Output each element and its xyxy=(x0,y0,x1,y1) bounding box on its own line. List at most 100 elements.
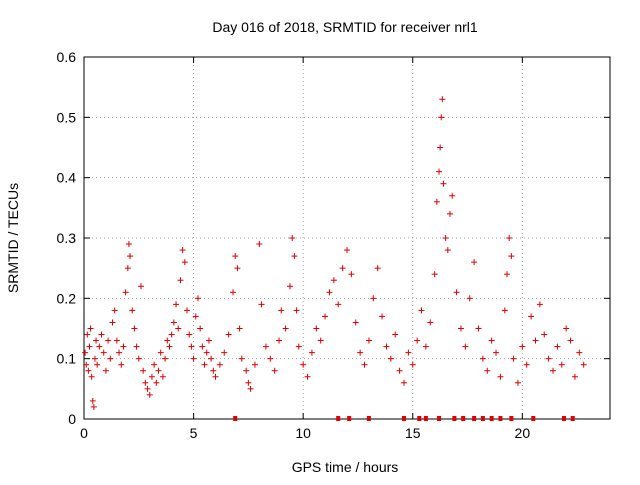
data-point xyxy=(94,361,101,368)
data-point xyxy=(300,361,307,368)
data-point xyxy=(230,289,237,296)
data-point xyxy=(335,301,342,308)
data-point xyxy=(168,331,175,338)
data-point xyxy=(352,319,359,326)
x-tick-label: 20 xyxy=(515,425,531,441)
data-point xyxy=(304,373,311,380)
data-point xyxy=(238,355,245,362)
data-point xyxy=(105,337,112,344)
data-point xyxy=(107,355,114,362)
data-point xyxy=(170,319,177,326)
data-point xyxy=(120,343,127,350)
data-point xyxy=(392,331,399,338)
data-point xyxy=(444,247,451,254)
data-point xyxy=(449,192,456,199)
data-points xyxy=(82,96,587,410)
data-point xyxy=(276,337,283,344)
data-point xyxy=(550,367,557,374)
data-point xyxy=(484,367,491,374)
data-point xyxy=(532,337,539,344)
zero-marker xyxy=(489,416,494,421)
zero-marker xyxy=(423,416,428,421)
data-point xyxy=(122,289,129,296)
data-point xyxy=(137,283,144,290)
data-point xyxy=(427,319,434,326)
data-point xyxy=(457,325,464,332)
data-point xyxy=(361,361,368,368)
data-point xyxy=(501,307,508,314)
data-point xyxy=(90,403,97,410)
data-point xyxy=(251,361,258,368)
zero-marker xyxy=(509,416,514,421)
zero-marker xyxy=(347,416,352,421)
data-point xyxy=(184,307,191,314)
data-point xyxy=(488,337,495,344)
data-point xyxy=(541,331,548,338)
data-point xyxy=(148,373,155,380)
data-point xyxy=(308,349,315,356)
data-point xyxy=(109,319,116,326)
data-point xyxy=(258,301,265,308)
data-point xyxy=(142,379,149,386)
data-point xyxy=(199,343,206,350)
data-point xyxy=(127,253,134,260)
data-point xyxy=(442,235,449,241)
data-point xyxy=(348,271,355,278)
data-point xyxy=(186,331,193,338)
data-point xyxy=(374,265,381,272)
data-point xyxy=(567,337,574,344)
data-point xyxy=(188,343,195,350)
y-tick-label: 0.5 xyxy=(57,109,77,125)
data-point xyxy=(365,337,372,344)
data-point xyxy=(93,337,100,344)
data-point xyxy=(267,355,274,362)
data-point xyxy=(84,331,91,338)
data-point xyxy=(322,313,329,320)
chart-title: Day 016 of 2018, SRMTID for receiver nrl… xyxy=(212,19,478,35)
zero-marker xyxy=(336,416,341,421)
zero-marker xyxy=(472,416,477,421)
grid-lines xyxy=(84,57,610,419)
zero-marker xyxy=(570,416,575,421)
data-point xyxy=(88,373,95,380)
data-point xyxy=(179,247,186,254)
data-point xyxy=(580,361,587,368)
data-point xyxy=(166,343,173,350)
data-point xyxy=(201,361,208,368)
data-point xyxy=(124,265,131,272)
data-point xyxy=(418,307,425,314)
data-point xyxy=(396,367,403,374)
data-point xyxy=(409,361,416,368)
data-point xyxy=(203,349,210,356)
data-point xyxy=(190,355,197,362)
tick-labels: 0 5 10 15 20 0 0.1 0.2 0.3 0.4 0.5 0.6 xyxy=(57,49,531,441)
data-point xyxy=(162,355,169,362)
data-point xyxy=(326,289,333,296)
data-point xyxy=(245,379,252,386)
data-point xyxy=(175,325,182,332)
data-point xyxy=(100,349,107,356)
y-axis-label: SRMTID / TECUs xyxy=(5,183,21,293)
data-point xyxy=(125,241,132,248)
data-point xyxy=(278,307,285,314)
data-point xyxy=(503,271,510,278)
data-point xyxy=(576,349,583,356)
data-point xyxy=(181,259,188,266)
data-point xyxy=(85,367,92,374)
data-point xyxy=(146,391,153,398)
data-point xyxy=(86,343,93,350)
zero-marker xyxy=(561,416,566,421)
data-point xyxy=(82,349,89,356)
data-point xyxy=(438,114,445,121)
data-point xyxy=(433,198,440,205)
data-point xyxy=(151,361,158,368)
x-axis-label: GPS time / hours xyxy=(292,459,399,475)
axes xyxy=(83,56,611,420)
data-point xyxy=(357,349,364,356)
data-point xyxy=(330,277,337,284)
data-point xyxy=(414,337,421,344)
data-point xyxy=(271,367,278,374)
data-point xyxy=(479,355,486,362)
y-tick-label: 0.6 xyxy=(57,49,77,65)
